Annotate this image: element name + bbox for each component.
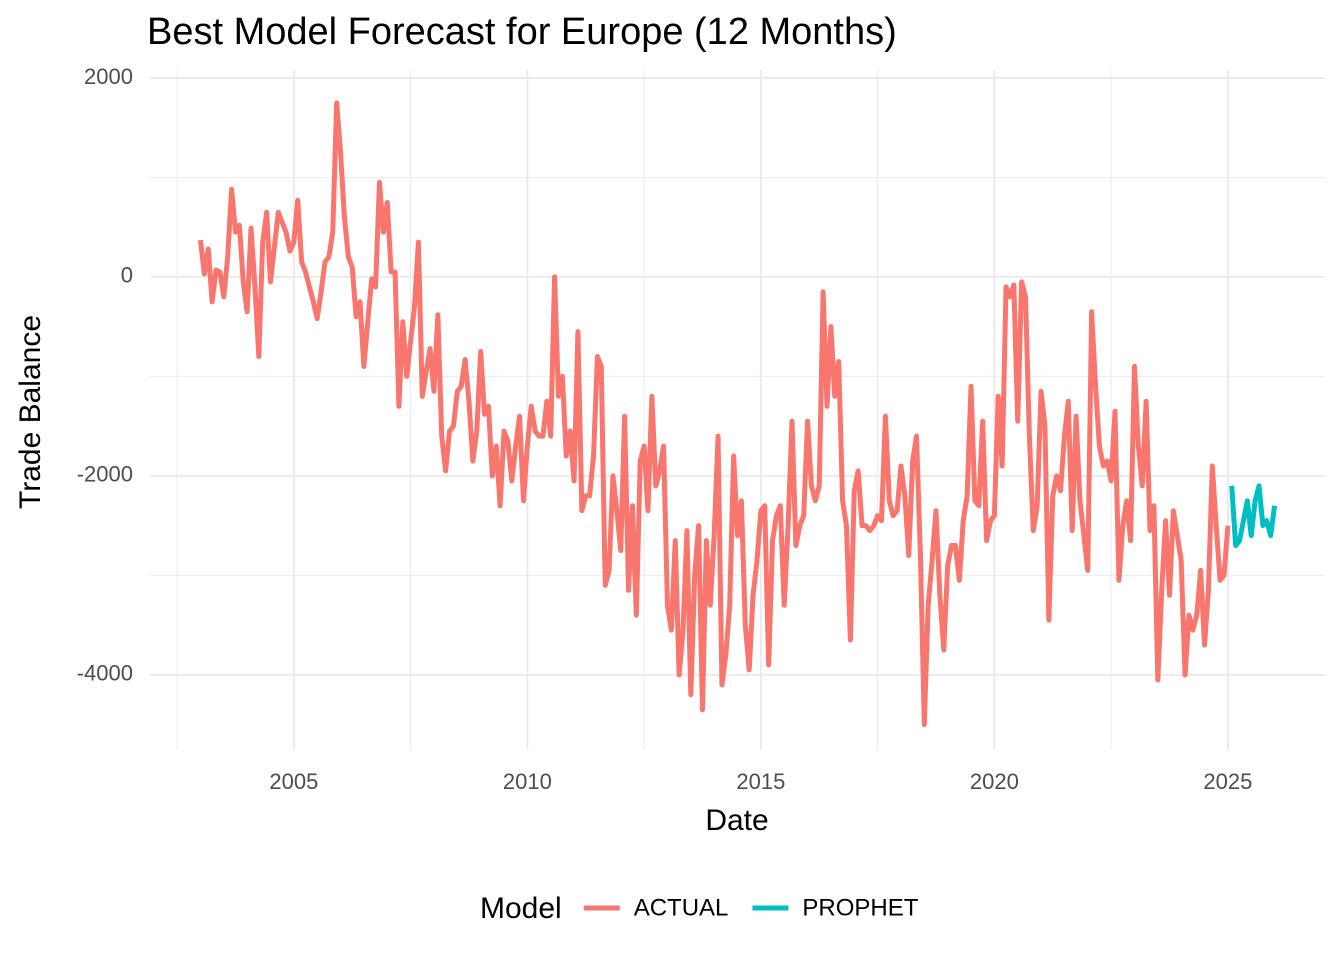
legend-label: ACTUAL <box>634 894 729 921</box>
chart-title: Best Model Forecast for Europe (12 Month… <box>147 11 897 53</box>
legend: Model ACTUAL PROPHET <box>480 892 919 925</box>
plot-area <box>197 100 1278 728</box>
x-tick-label: 2015 <box>736 769 785 794</box>
legend-title: Model <box>480 892 562 925</box>
y-tick-label: 2000 <box>84 64 133 89</box>
y-axis-label: Trade Balance <box>14 315 47 509</box>
x-tick-label: 2005 <box>269 769 318 794</box>
grid: 2005 2010 2015 2020 2025 -4000 -2000 0 2000 <box>77 64 1325 794</box>
y-tick-label: 0 <box>121 263 133 288</box>
x-axis-label: Date <box>705 804 768 837</box>
x-tick-label: 2025 <box>1203 769 1252 794</box>
y-tick-label: -4000 <box>77 661 133 686</box>
legend-label: PROPHET <box>802 894 918 921</box>
x-tick-label: 2010 <box>503 769 552 794</box>
y-tick-label: -2000 <box>77 462 133 487</box>
series-line <box>197 100 1231 728</box>
x-tick-label: 2020 <box>970 769 1019 794</box>
series-line <box>1229 483 1278 549</box>
